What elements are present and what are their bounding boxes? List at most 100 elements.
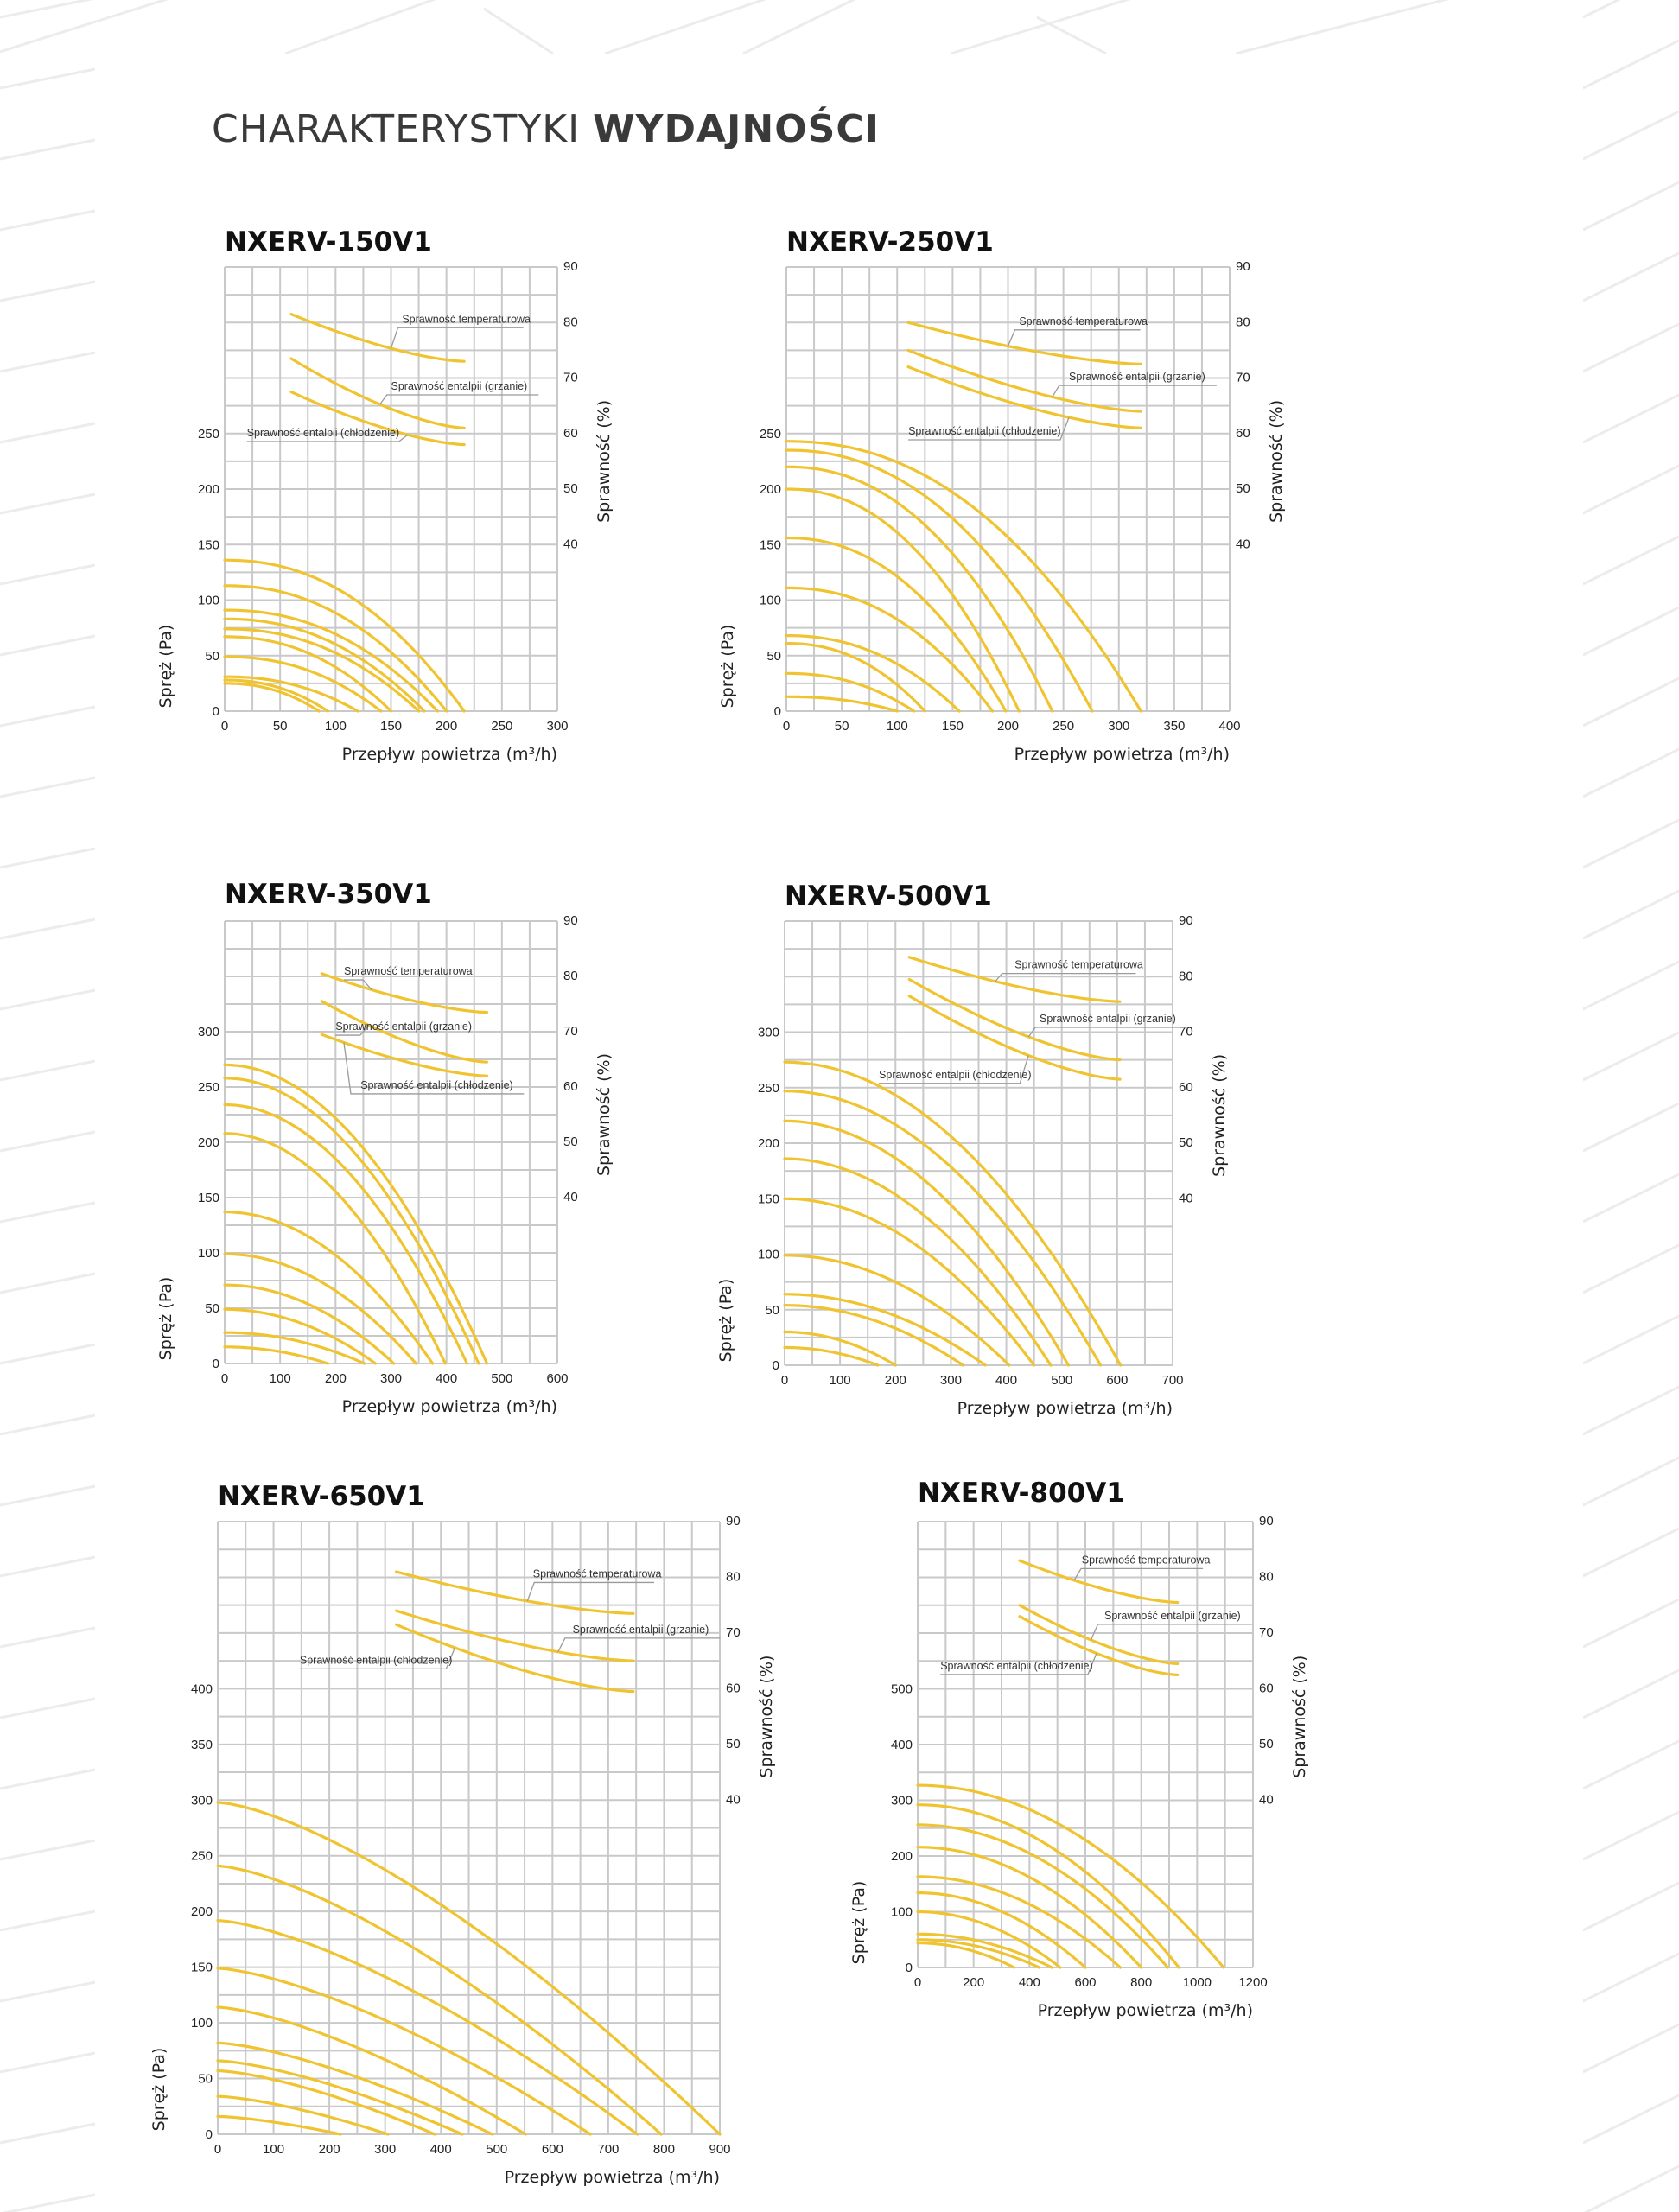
- pattern-line: [0, 1626, 96, 1649]
- chart-title: NXERV-500V1: [785, 880, 992, 912]
- chart-title: NXERV-650V1: [218, 1481, 425, 1512]
- y2-tick-label: 60: [563, 1079, 578, 1094]
- series-label: Sprawność entalpii (chłodzenie): [940, 1660, 1092, 1672]
- pressure-curve: [223, 1103, 469, 1365]
- series-label: Sprawność entalpii (chłodzenie): [360, 1079, 512, 1091]
- pressure-curve: [785, 633, 961, 713]
- annotation-leader: [343, 979, 372, 990]
- y-tick-label: 200: [760, 482, 781, 497]
- y-tick-label: 300: [891, 1794, 913, 1808]
- pressure-curve: [223, 584, 448, 713]
- efficiency-curve: [906, 348, 1143, 413]
- x-tick-label: 500: [486, 2142, 507, 2157]
- y2-tick-label: 50: [1236, 481, 1250, 496]
- x-tick-label: 0: [783, 719, 790, 734]
- x-tick-label: 300: [1108, 719, 1129, 734]
- y-tick-label: 50: [765, 1303, 779, 1318]
- annotation-leader: [299, 1647, 455, 1670]
- y-tick-label: 300: [758, 1026, 779, 1040]
- page-title-bold: WYDAJNOŚCI: [593, 107, 880, 151]
- x-axis-title: Przepływ powietrza (m³/h): [342, 745, 557, 764]
- y-tick-label: 400: [191, 1681, 213, 1696]
- annotation-leader: [1073, 1567, 1204, 1581]
- pressure-curve: [223, 1331, 366, 1365]
- chart-nxerv-500v1: NXERV-500V1 0 100 200 300 400 500 600 700 0 50 100 1…: [716, 880, 1229, 1418]
- annotation-leader: [335, 1025, 370, 1036]
- annotation-leader: [343, 1042, 525, 1095]
- pattern-line: [1582, 1314, 1679, 1365]
- pattern-line: [0, 209, 96, 232]
- pattern-line: [1582, 0, 1621, 19]
- y2-axis-title: Sprawność (%): [595, 1053, 614, 1176]
- chart-nxerv-250v1: NXERV-250V1 0 50 100 150 200 250 300 350 400 0 50 10…: [718, 226, 1286, 764]
- pressure-curve: [216, 2114, 342, 2136]
- series-label: Sprawność entalpii (grzanie): [1104, 1610, 1241, 1622]
- y2-tick-label: 60: [1259, 1681, 1274, 1696]
- y2-tick-label: 60: [726, 1681, 741, 1695]
- pressure-curve: [785, 586, 995, 713]
- y-axis-title: Spręż (Pa): [156, 625, 175, 709]
- pressure-curve: [916, 1803, 1180, 1969]
- annotation-leader: [1007, 329, 1141, 346]
- pressure-curve: [783, 1157, 1053, 1367]
- annotation-leader: [246, 434, 409, 442]
- x-tick-label: 900: [709, 2142, 730, 2157]
- y2-axis-title: Sprawność (%): [595, 400, 614, 523]
- pressure-curve: [783, 1254, 1011, 1367]
- y-tick-label: 0: [213, 1357, 219, 1371]
- pattern-line: [0, 1130, 96, 1153]
- chart-title: NXERV-800V1: [918, 1478, 1125, 1509]
- y-tick-label: 0: [213, 704, 219, 719]
- y2-tick-label: 40: [1236, 537, 1250, 551]
- y-tick-label: 400: [891, 1738, 913, 1752]
- pattern-line: [2, 2193, 96, 2212]
- y-tick-label: 100: [891, 1905, 913, 1920]
- pressure-curve: [216, 2059, 464, 2136]
- x-tick-label: 0: [914, 1975, 921, 1990]
- y-tick-label: 150: [758, 1192, 779, 1206]
- x-axis-title: Przepływ powietrza (m³/h): [505, 2168, 720, 2187]
- series-label: Sprawność entalpii (chłodzenie): [879, 1069, 1031, 1081]
- y2-axis-title: Sprawność (%): [1267, 400, 1286, 523]
- x-tick-label: 400: [430, 2142, 452, 2157]
- chart-title: NXERV-250V1: [786, 226, 994, 257]
- annotation-leader: [995, 972, 1136, 982]
- x-tick-label: 300: [380, 1371, 402, 1386]
- efficiency-curve: [320, 972, 489, 1014]
- y-tick-label: 250: [198, 427, 219, 442]
- pattern-line: [1582, 1243, 1679, 1294]
- pattern-line: [1583, 2164, 1679, 2212]
- series-label: Sprawność temperaturowa: [533, 1567, 662, 1580]
- y-tick-label: 100: [760, 594, 781, 608]
- y2-tick-label: 80: [1179, 969, 1193, 983]
- y-tick-label: 0: [206, 2127, 213, 2142]
- efficiency-curve: [906, 365, 1143, 429]
- y-tick-label: 50: [205, 1301, 219, 1316]
- annotation-leader: [390, 327, 524, 349]
- pattern-line: [1582, 1527, 1679, 1578]
- y2-tick-label: 60: [1236, 426, 1250, 441]
- x-tick-label: 0: [214, 2142, 221, 2157]
- pattern-line: [0, 776, 96, 798]
- pressure-curve: [216, 2005, 527, 2136]
- y2-axis-title: Sprawność (%): [1210, 1054, 1229, 1177]
- annotation-leader: [879, 1055, 1029, 1084]
- pattern-line: [0, 563, 96, 586]
- pressure-curve: [223, 1345, 329, 1365]
- y2-tick-label: 60: [1179, 1080, 1193, 1095]
- y-tick-label: 200: [198, 1135, 219, 1150]
- y-tick-label: 0: [906, 1961, 913, 1975]
- pattern-line: [604, 0, 767, 55]
- pattern-line: [0, 0, 169, 54]
- pattern-line: [1582, 251, 1679, 302]
- pressure-curve: [223, 682, 321, 713]
- pattern-line: [950, 0, 1131, 55]
- chart-nxerv-350v1: NXERV-350V1 0 100 200 300 400 500 600 0 50 100 150 2…: [156, 879, 614, 1416]
- pressure-curve: [785, 487, 1021, 713]
- x-axis-title: Przepływ powietrza (m³/h): [957, 1399, 1173, 1418]
- y-tick-label: 150: [198, 537, 219, 552]
- pattern-line: [1582, 1881, 1679, 1932]
- pressure-curve: [783, 1119, 1071, 1367]
